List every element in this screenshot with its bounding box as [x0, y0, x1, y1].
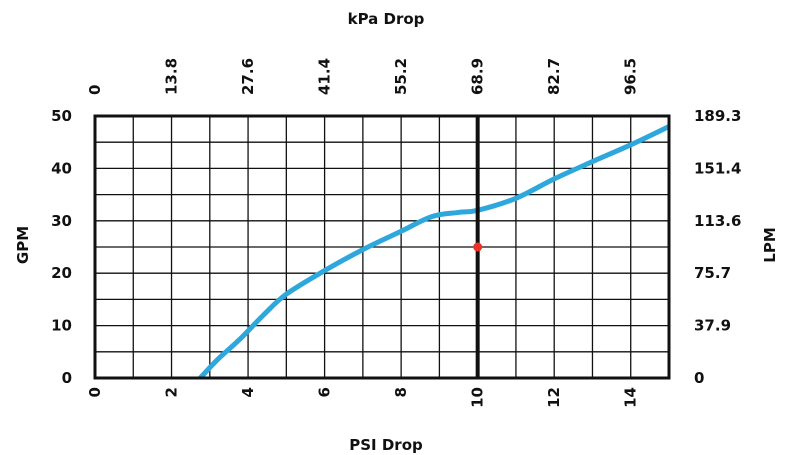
- x-tick-label: 8: [392, 387, 410, 397]
- y-tick-label: 10: [51, 317, 72, 335]
- x-tick-label: 0: [86, 387, 104, 397]
- x-tick-label: 10: [469, 387, 487, 408]
- x-tick-label: 14: [622, 387, 640, 408]
- y2-tick-label: 0: [694, 369, 704, 387]
- x2-tick-label: 82.7: [545, 58, 563, 95]
- y2-tick-label: 113.6: [694, 212, 741, 230]
- y-tick-label: 40: [51, 159, 72, 177]
- x2-tick-label: 68.9: [469, 58, 487, 95]
- grid: [95, 116, 669, 378]
- y2-tick-label: 189.3: [694, 107, 741, 125]
- series-line-0: [198, 124, 671, 380]
- y-tick-label: 0: [62, 369, 72, 387]
- tick-labels: 0 2 4 6 8 10 12 14 0 13.8 27.6 41.4 55.2 68.9 82.7 96.5…: [51, 58, 741, 408]
- x-tick-label: 12: [545, 387, 563, 408]
- x2-axis-title: kPa Drop: [348, 10, 425, 28]
- x2-tick-label: 96.5: [622, 58, 640, 95]
- series-layer: [198, 124, 671, 380]
- y2-tick-label: 151.4: [694, 159, 741, 177]
- y2-tick-label: 75.7: [694, 264, 731, 282]
- x2-tick-label: 0: [86, 85, 104, 95]
- x2-tick-label: 41.4: [316, 58, 334, 95]
- x-tick-label: 6: [316, 387, 334, 397]
- y2-tick-label: 37.9: [694, 317, 731, 335]
- x-tick-label: 4: [239, 387, 257, 397]
- data-point-0: [473, 242, 483, 252]
- y-tick-label: 30: [51, 212, 72, 230]
- x2-tick-label: 27.6: [239, 58, 257, 95]
- x2-tick-label: 55.2: [392, 58, 410, 95]
- y-tick-label: 20: [51, 264, 72, 282]
- x2-tick-label: 13.8: [163, 58, 181, 95]
- y2-axis-title: LPM: [761, 227, 779, 262]
- plot-border: [93, 114, 671, 380]
- y-axis-title: GPM: [14, 226, 32, 264]
- x-tick-label: 2: [163, 387, 181, 397]
- points-layer: [473, 242, 483, 252]
- x-axis-title: PSI Drop: [349, 436, 423, 454]
- y-tick-label: 50: [51, 107, 72, 125]
